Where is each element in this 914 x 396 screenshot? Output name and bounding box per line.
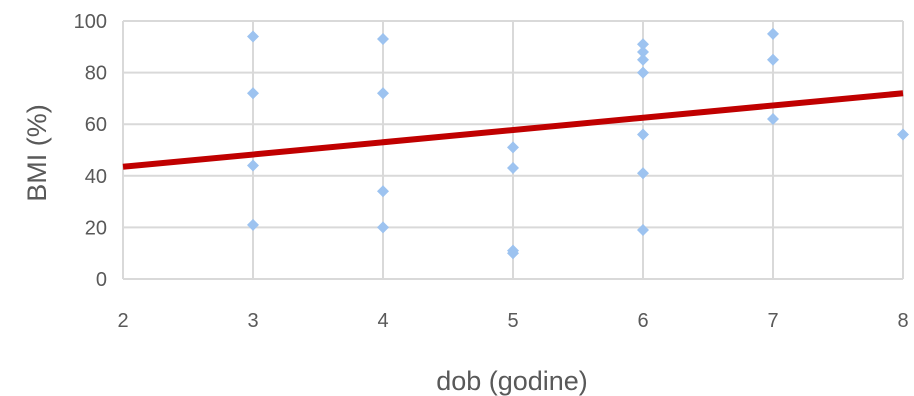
x-axis-ticks: 2 3 4 5 6 7 8 — [117, 310, 908, 332]
x-tick-label: 7 — [767, 310, 778, 332]
y-tick-label: 40 — [85, 166, 107, 188]
x-tick-label: 2 — [117, 310, 128, 332]
data-points — [247, 27, 909, 260]
y-axis-ticks: 0 20 40 60 80 100 — [74, 11, 107, 291]
data-point — [377, 87, 389, 100]
y-tick-label: 100 — [74, 11, 107, 33]
data-point — [637, 167, 649, 180]
y-tick-label: 60 — [85, 114, 107, 136]
data-point — [897, 128, 909, 141]
x-tick-label: 6 — [637, 310, 648, 332]
data-point — [247, 159, 259, 172]
data-point — [377, 33, 389, 46]
data-point — [637, 66, 649, 79]
data-point — [637, 53, 649, 66]
data-point — [507, 141, 519, 154]
y-tick-label: 80 — [85, 63, 107, 85]
data-point — [377, 221, 389, 234]
data-point — [247, 30, 259, 43]
data-point — [637, 223, 649, 236]
y-tick-label: 20 — [85, 217, 107, 239]
data-point — [637, 38, 649, 51]
data-point — [637, 45, 649, 58]
data-point — [637, 128, 649, 141]
x-tick-label: 4 — [377, 310, 388, 332]
y-tick-label: 0 — [96, 269, 107, 291]
data-point — [247, 218, 259, 231]
y-axis-title: BMI (%) — [22, 104, 52, 202]
data-point — [767, 113, 779, 126]
data-point — [377, 185, 389, 198]
data-point — [247, 87, 259, 100]
x-tick-label: 5 — [507, 310, 518, 332]
trendline-layer — [122, 90, 904, 170]
x-tick-label: 3 — [247, 310, 258, 332]
data-point — [767, 27, 779, 40]
data-point — [507, 247, 519, 260]
x-tick-label: 8 — [897, 310, 908, 332]
data-point — [767, 53, 779, 66]
trendline — [122, 90, 904, 170]
data-point — [507, 162, 519, 175]
x-axis-title: dob (godine) — [436, 366, 588, 396]
